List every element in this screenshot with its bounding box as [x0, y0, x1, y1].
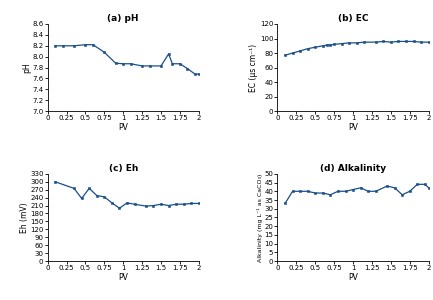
Title: (c) Eh: (c) Eh [109, 164, 138, 173]
Y-axis label: EC (μs cm⁻¹): EC (μs cm⁻¹) [249, 44, 259, 92]
Title: (a) pH: (a) pH [107, 14, 139, 23]
Y-axis label: Eh (mV): Eh (mV) [19, 202, 29, 233]
X-axis label: PV: PV [348, 273, 358, 282]
X-axis label: PV: PV [118, 273, 128, 282]
X-axis label: PV: PV [118, 123, 128, 132]
X-axis label: PV: PV [348, 123, 358, 132]
Title: (d) Alkalinity: (d) Alkalinity [320, 164, 386, 173]
Title: (b) EC: (b) EC [338, 14, 368, 23]
Y-axis label: Alkalinity (mg L⁻¹ as CaCO₃): Alkalinity (mg L⁻¹ as CaCO₃) [257, 173, 263, 262]
Y-axis label: pH: pH [22, 62, 31, 73]
